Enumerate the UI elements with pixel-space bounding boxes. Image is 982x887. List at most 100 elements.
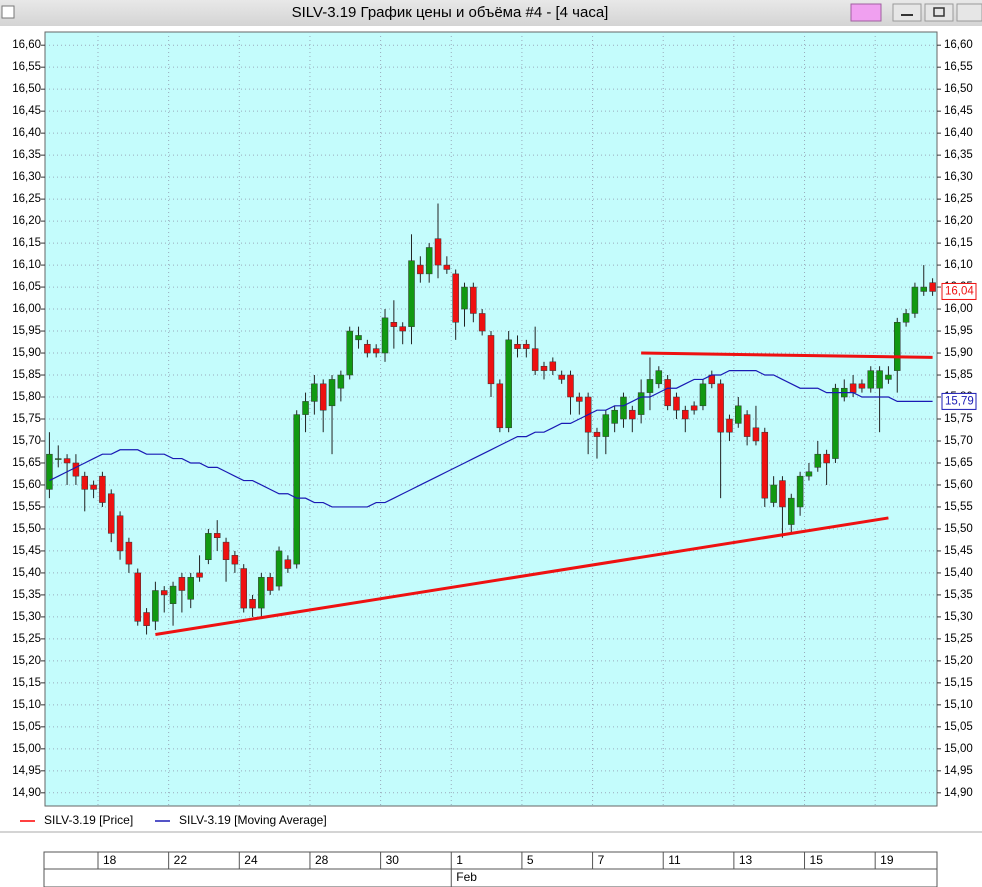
candle-body [929, 282, 936, 292]
candle-body [567, 374, 574, 398]
window-icon [1, 5, 15, 19]
candle-body [823, 453, 830, 464]
candle-body [735, 405, 742, 424]
candle-body [885, 374, 892, 380]
candle-body [231, 555, 239, 565]
y-tick-label: 16,60 [12, 39, 41, 51]
candle-body [876, 370, 883, 389]
y-tick-label: 15,15 [12, 677, 41, 689]
last-value-box [941, 392, 977, 410]
candle-body [496, 383, 504, 429]
candle-body [752, 427, 760, 442]
candle-body [213, 533, 221, 538]
y2-tick-label: 15,25 [944, 633, 973, 645]
y2-tick-label: 16,00 [944, 303, 973, 315]
candle-body [258, 577, 265, 609]
last-value-box [941, 282, 977, 300]
candle-body [549, 361, 557, 371]
y-tick-label: 15,80 [12, 391, 41, 403]
candle-body [266, 577, 274, 591]
candle-body [99, 475, 106, 503]
candle-body [611, 409, 618, 424]
candle-body [390, 322, 398, 327]
candle-body [125, 541, 133, 565]
close-button[interactable] [956, 3, 982, 22]
candle-body [576, 396, 583, 402]
candle-body [743, 414, 751, 437]
trend-line [155, 516, 889, 636]
candle-body [72, 462, 80, 477]
y-tick-label: 15,70 [12, 435, 41, 447]
y2-tick-label: 15,55 [944, 501, 973, 513]
candle-body [505, 339, 512, 429]
x-tick-label: 18 [103, 853, 117, 867]
maximize-button[interactable] [924, 3, 954, 22]
plot-area [44, 31, 938, 807]
y2-tick-label: 16,40 [944, 127, 973, 139]
candle-body [311, 383, 318, 402]
x-tick-label: 7 [598, 853, 605, 867]
y-tick-label: 15,40 [12, 567, 41, 579]
y2-tick-label: 15,85 [944, 369, 973, 381]
candle-body [452, 273, 459, 323]
candle-body [655, 370, 663, 385]
y2-tick-label: 15,50 [944, 523, 973, 535]
y2-tick-label: 16,15 [944, 237, 973, 249]
candle-body [443, 264, 451, 270]
y2-tick-label: 15,35 [944, 589, 973, 601]
legend-label: SILV-3.19 [Price] [44, 813, 133, 827]
candle-body [134, 572, 141, 622]
y-tick-label: 16,55 [12, 61, 41, 73]
candle-body [46, 453, 53, 490]
y2-tick-label: 16,30 [944, 171, 973, 183]
candle-body [726, 418, 733, 433]
y2-tick-label: 16,50 [944, 83, 973, 95]
x-tick-label: 1 [456, 853, 463, 867]
candle-body [761, 431, 769, 499]
candle-body [717, 383, 724, 433]
candle-body [779, 480, 786, 508]
candle-body [160, 590, 168, 596]
y-tick-label: 16,30 [12, 171, 41, 183]
y2-tick-label: 15,15 [944, 677, 973, 689]
candle-body [699, 383, 707, 407]
y-tick-label: 15,65 [12, 457, 41, 469]
y-tick-label: 15,05 [12, 721, 41, 733]
moving-average-line [49, 370, 933, 508]
minimize-button[interactable] [892, 3, 922, 22]
candle-body [523, 343, 530, 349]
link-button[interactable] [850, 3, 882, 22]
candle-body [399, 326, 406, 332]
y-tick-label: 15,90 [12, 347, 41, 359]
candle-body [425, 247, 433, 275]
y-tick-label: 16,05 [12, 281, 41, 293]
candle-body [54, 458, 62, 460]
maximize-glyph [933, 7, 945, 17]
y2-tick-label: 15,65 [944, 457, 973, 469]
candle-body [664, 379, 671, 407]
candle-body [434, 238, 442, 266]
trend-line [641, 351, 933, 359]
x-tick-label: 30 [386, 853, 400, 867]
x-tick-label: 22 [174, 853, 188, 867]
y2-tick-label: 16,60 [944, 39, 973, 51]
candle-body [620, 396, 627, 420]
candle-body [284, 559, 292, 569]
candle-body [328, 379, 336, 407]
x-tick-label: 13 [739, 853, 753, 867]
y2-tick-label: 15,05 [944, 721, 973, 733]
candle-body [381, 317, 389, 354]
y2-tick-label: 14,90 [944, 787, 973, 799]
y2-tick-label: 15,40 [944, 567, 973, 579]
candle-body [602, 414, 610, 437]
candle-body [487, 335, 495, 385]
x-tick-label: 5 [527, 853, 534, 867]
candle-body [682, 409, 689, 420]
candle-body [337, 374, 345, 389]
candle-body [858, 383, 866, 389]
candle-body [593, 431, 601, 437]
candle-body [63, 458, 71, 464]
candle-body [796, 475, 804, 508]
candle-body [646, 379, 654, 393]
